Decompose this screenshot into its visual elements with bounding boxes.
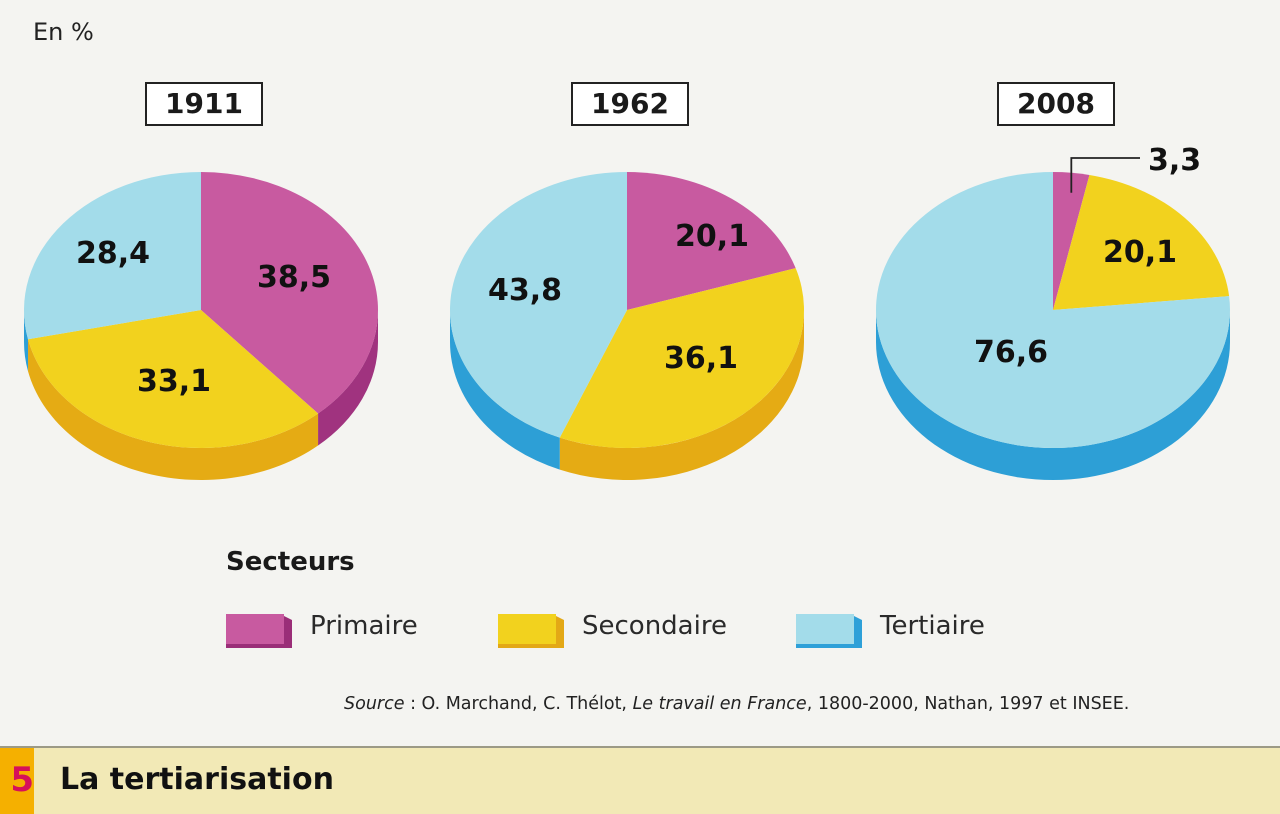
slice-value-1962-tertiaire: 43,8 <box>488 273 562 308</box>
year-label-1911: 1911 <box>145 82 263 126</box>
slice-value-2008-primaire: 3,3 <box>1148 143 1201 178</box>
source-work: Le travail en France <box>632 694 807 714</box>
legend-label-primaire: Primaire <box>310 611 418 641</box>
pie-2008: 3,3 20,1 76,6 <box>876 143 1230 480</box>
pie-side-1962-tertiaire <box>450 310 560 470</box>
leader-line-2008 <box>1070 157 1140 193</box>
source-authors: : O. Marchand, C. Thélot, <box>404 694 633 714</box>
legend-label-secondaire: Secondaire <box>582 611 727 641</box>
pie-charts: 38,5 33,1 28,4 20,1 36,1 43,8 3,3 20,1 76,6 <box>23 143 1230 481</box>
unit-label: En % <box>33 18 94 46</box>
slice-value-1911-secondaire: 33,1 <box>137 364 211 399</box>
pie-slice-1911-tertiaire <box>23 172 201 340</box>
legend-swatch-secondaire <box>498 614 564 648</box>
source-prefix: Source <box>344 694 405 714</box>
slice-value-2008-tertiaire: 76,6 <box>974 335 1048 370</box>
pie-slice-2008-secondaire <box>1053 174 1230 310</box>
document-title: La tertiarisation <box>60 762 334 797</box>
legend-title: Secteurs <box>226 547 355 577</box>
document-title-bar: 5 La tertiarisation <box>0 746 1280 814</box>
slice-value-1911-primaire: 38,5 <box>257 260 331 295</box>
year-label-1962: 1962 <box>571 82 689 126</box>
year-label-2008: 2008 <box>997 82 1115 126</box>
source-line: Source : O. Marchand, C. Thélot, Le trav… <box>344 694 1129 714</box>
pie-side-1911-primaire <box>318 310 378 446</box>
pie-slice-1962-tertiaire <box>450 172 627 438</box>
pie-side-1962-secondaire <box>559 310 804 480</box>
slice-value-1962-primaire: 20,1 <box>675 219 749 254</box>
pie-slice-1962-secondaire <box>559 268 804 448</box>
pie-slice-1911-primaire <box>201 172 378 414</box>
slice-value-2008-secondaire: 20,1 <box>1103 235 1177 270</box>
pie-1911: 38,5 33,1 28,4 <box>23 172 378 481</box>
pie-slice-2008-primaire <box>1053 172 1090 310</box>
legend-swatch-tertiaire <box>796 614 862 648</box>
document-number: 5 <box>0 748 34 814</box>
source-rest: , 1800-2000, Nathan, 1997 et INSEE. <box>806 694 1130 714</box>
pie-side-2008-tertiaire <box>876 310 1230 480</box>
pie-side-1911-tertiaire <box>24 310 29 372</box>
legend-label-tertiaire: Tertiaire <box>880 611 985 641</box>
pie-slice-1911-secondaire <box>28 310 319 449</box>
pie-side-1911-secondaire <box>28 339 319 481</box>
slice-value-1962-secondaire: 36,1 <box>664 341 738 376</box>
legend-swatch-primaire <box>226 614 292 648</box>
pie-slice-1962-primaire <box>627 172 796 310</box>
slice-value-1911-tertiaire: 28,4 <box>76 236 150 271</box>
pie-slice-2008-tertiaire <box>876 172 1230 449</box>
pie-1962: 20,1 36,1 43,8 <box>450 172 804 480</box>
